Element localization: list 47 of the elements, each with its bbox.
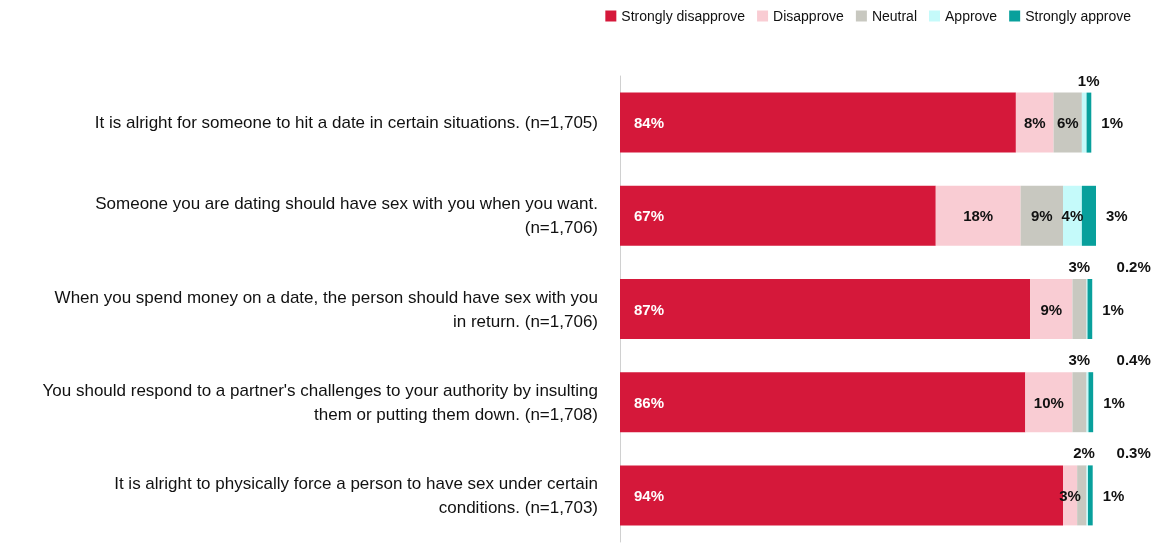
- data-label: 0.4%: [1116, 351, 1151, 369]
- data-label: 67%: [634, 207, 665, 225]
- bar: [1087, 465, 1093, 526]
- legend-label: Strongly approve: [1025, 8, 1132, 24]
- data-label: 6%: [1056, 114, 1079, 132]
- legend-label: Approve: [945, 8, 998, 24]
- data-label: 18%: [963, 207, 994, 225]
- bar: [1081, 92, 1087, 153]
- y-tick-label: It is alright for someone to hit a date in certain situations. (n=1,705): [94, 113, 598, 133]
- y-tick-label: When you spend money on a date, the person should have sex with you in return. (n=1,706): [54, 287, 598, 331]
- data-label: 9%: [1030, 207, 1053, 225]
- y-tick-label: You should respond to a partner's challenges to your authority by insulting them or putting them down. (n=1,708): [42, 380, 598, 424]
- data-label: 9%: [1040, 300, 1063, 318]
- bar: [1030, 279, 1073, 339]
- data-label: 1%: [1103, 393, 1125, 411]
- data-label: 1%: [1102, 486, 1125, 504]
- data-label: 94%: [634, 486, 665, 504]
- bar: [935, 185, 1021, 246]
- y-tick-label: It is alright to physically force a person to have sex under certain conditions. (n=1,703): [114, 473, 598, 517]
- bar: [620, 279, 1031, 339]
- data-label: 0.3%: [1116, 444, 1151, 462]
- legend-label: Disapprove: [773, 8, 845, 24]
- data-label: 3%: [1068, 351, 1091, 369]
- data-label: 1%: [1077, 71, 1100, 89]
- bar: [1072, 372, 1087, 433]
- data-label: 2%: [1073, 444, 1095, 462]
- legend-label: Neutral: [871, 8, 918, 24]
- data-label: 10%: [1033, 393, 1064, 411]
- bar: [1025, 372, 1073, 433]
- data-label: 3%: [1068, 258, 1091, 275]
- bar: [1088, 372, 1094, 433]
- y-tick-label: Someone you are dating should have sex with you when you want. (n=1,706): [95, 194, 598, 238]
- data-label: 3%: [1106, 207, 1128, 225]
- data-label: 84%: [634, 114, 665, 132]
- data-label: 87%: [634, 300, 665, 318]
- legend-label: Strongly disapprove: [621, 8, 746, 24]
- bar: [1072, 279, 1087, 339]
- bar: [620, 92, 1016, 153]
- bar: [620, 185, 936, 246]
- data-label: 1%: [1102, 300, 1124, 318]
- bar: [1015, 92, 1054, 153]
- data-label: 8%: [1023, 114, 1046, 132]
- data-label: 0.2%: [1116, 258, 1151, 275]
- bar: [620, 372, 1026, 433]
- data-label: 86%: [634, 393, 665, 411]
- bar: [1081, 185, 1096, 246]
- data-label: 1%: [1101, 114, 1123, 132]
